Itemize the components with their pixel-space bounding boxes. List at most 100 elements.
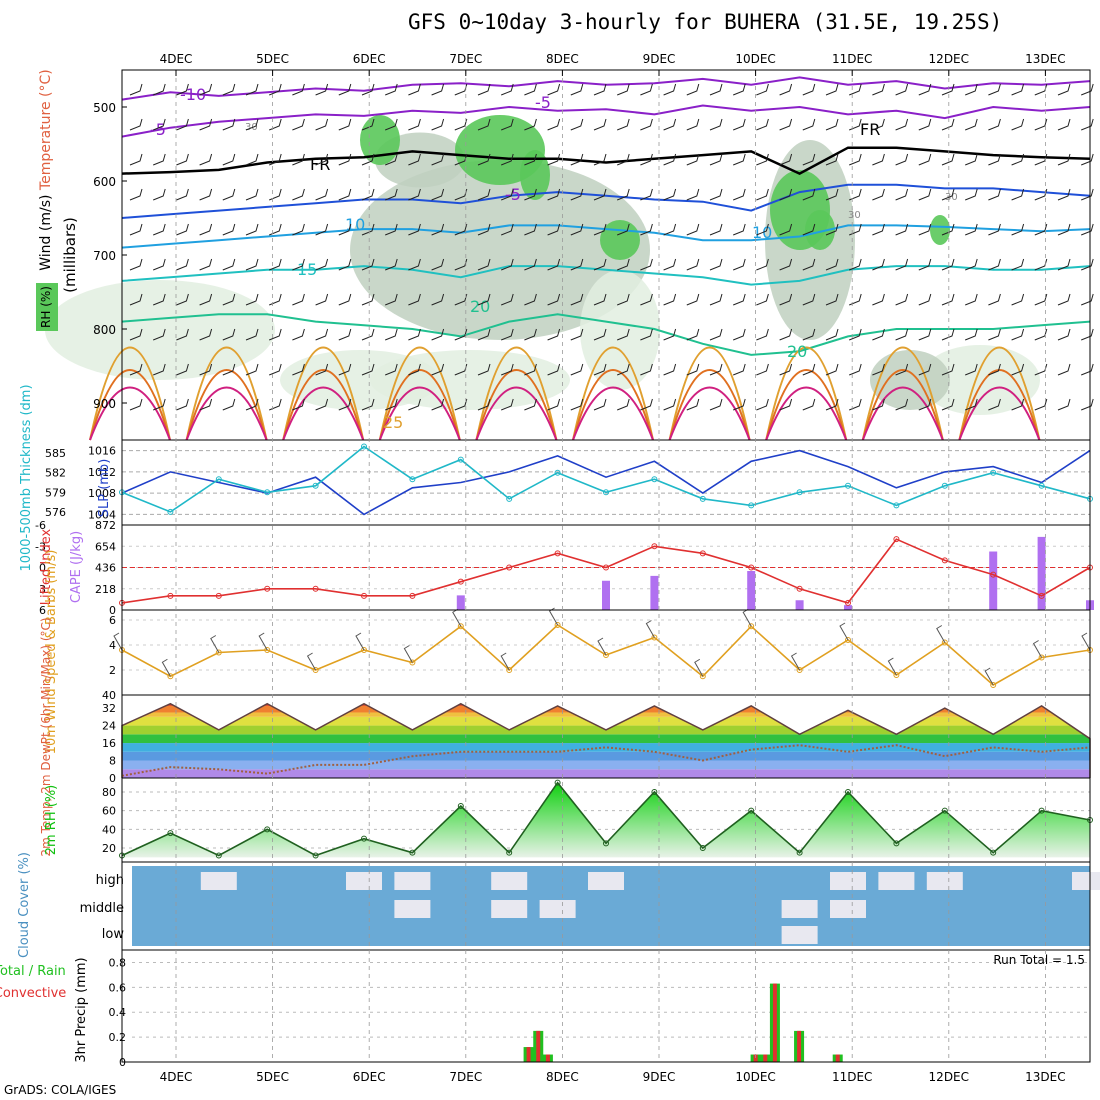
thickness-point — [361, 443, 367, 450]
upper-wind-barb — [338, 293, 352, 306]
rh-shade — [920, 345, 1040, 415]
upper-wind-barb — [872, 293, 885, 306]
rh-point — [167, 830, 174, 837]
x-tick-label-top: 13DEC — [1025, 52, 1065, 66]
precip-tick: 0.6 — [109, 981, 127, 994]
rh-point — [748, 807, 755, 814]
cape-bar — [602, 580, 610, 610]
wind-barb — [403, 645, 413, 663]
upper-wind-barb — [988, 118, 1001, 131]
upper-wind-barb — [1011, 118, 1025, 131]
lifted-index-point — [457, 578, 464, 585]
wind-speed-point — [990, 682, 997, 688]
upper-wind-barb — [477, 83, 491, 96]
upper-wind-barb — [477, 398, 491, 411]
upper-wind-barb — [454, 153, 468, 166]
precip-bar-convective — [763, 1054, 768, 1062]
upper-wind-barb — [1081, 293, 1094, 306]
precip-label: 3hr Precip (mm) — [74, 957, 89, 1062]
rh-tick: 40 — [102, 823, 116, 836]
precip-bar-convective — [526, 1047, 531, 1062]
thickness-point — [893, 502, 900, 509]
wind-barb — [887, 657, 897, 676]
upper-wind-barb — [176, 83, 189, 96]
upper-wind-barb — [1057, 363, 1071, 376]
warm-isotherm — [378, 369, 461, 441]
lifted-index-point — [651, 543, 658, 550]
upper-wind-barb — [315, 363, 329, 376]
upper-wind-barb — [1081, 398, 1094, 411]
upper-wind-barb — [756, 188, 769, 201]
upper-wind-barb — [617, 118, 630, 131]
thickness-point — [796, 489, 803, 496]
upper-wind-barb — [477, 328, 491, 341]
cape-bar — [989, 551, 998, 610]
upper-wind-barb — [547, 328, 561, 341]
cloud-block — [346, 872, 382, 890]
li-tick: 6 — [39, 604, 46, 617]
cloud-block — [830, 872, 866, 890]
rh-point — [1038, 807, 1045, 814]
upper-wind-barb — [269, 153, 282, 166]
upper-wind-barb — [918, 293, 932, 306]
upper-wind-barb — [872, 153, 885, 166]
upper-wind-barb — [825, 258, 839, 271]
upper-wind-barb — [965, 118, 978, 131]
upper-wind-barb — [361, 363, 375, 376]
upper-wind-barb — [245, 223, 259, 236]
li-tick: 0 — [39, 562, 46, 575]
wind-speed-point — [361, 647, 367, 653]
cape-bar — [795, 600, 804, 610]
precip-legend-conv: Convective — [0, 986, 66, 1001]
x-tick-label-bottom: 4DEC — [160, 1070, 193, 1084]
temp-tick: 16 — [102, 737, 116, 750]
upper-wind-barb — [733, 188, 746, 201]
upper-wind-barb — [524, 363, 537, 376]
upper-legend: Wind (m/s) Temperature (°C) — [38, 69, 54, 271]
rh-point — [506, 849, 513, 856]
thickness-point — [845, 482, 851, 489]
upper-wind-barb — [663, 363, 677, 376]
upper-wind-barb — [454, 223, 468, 236]
thickness-label: 1000-500mb Thickness (dm) — [19, 384, 34, 571]
upper-wind-barb — [454, 258, 468, 271]
upper-wind-barb — [779, 223, 793, 236]
warm-isotherm — [668, 346, 751, 441]
thickness-point — [1038, 482, 1045, 489]
wind-barb — [1081, 632, 1091, 651]
upper-wind-barb — [988, 328, 1001, 341]
upper-wind-barb — [129, 83, 143, 96]
wind-speed-point — [554, 622, 561, 628]
upper-wind-barb — [709, 258, 723, 271]
run-total: Run Total = 1.5 — [993, 953, 1085, 967]
upper-wind-barb — [153, 328, 166, 341]
upper-wind-barb — [315, 258, 329, 271]
upper-wind-barb — [617, 188, 630, 201]
upper-wind-barb — [176, 258, 189, 271]
thickness-point — [409, 476, 416, 483]
upper-wind-barb — [779, 398, 793, 411]
panel-frame — [121, 949, 1091, 1063]
rh-tick: 80 — [102, 786, 116, 799]
upper-wind-barb — [1034, 118, 1048, 131]
upper-wind-barb — [524, 223, 537, 236]
upper-wind-barb — [825, 363, 839, 376]
rh-area — [122, 782, 1090, 858]
thickness-tick: 579 — [45, 486, 66, 499]
temp-tick: 32 — [102, 702, 116, 715]
upper-wind-barb — [570, 118, 584, 131]
wind-barb — [694, 658, 704, 677]
upper-wind-barb — [802, 83, 816, 96]
upper-wind-barb — [918, 223, 932, 236]
upper-wind-barb — [779, 293, 793, 306]
upper-wind-barb — [361, 153, 375, 166]
upper-wind-barb — [640, 363, 653, 376]
upper-wind-barb — [477, 153, 491, 166]
upper-wind-barb — [570, 83, 584, 96]
thickness-point — [264, 489, 271, 496]
warm-isotherm — [282, 346, 365, 441]
upper-wind-barb — [524, 153, 537, 166]
upper-wind-barb — [617, 83, 630, 96]
upper-wind-barb — [385, 223, 398, 236]
